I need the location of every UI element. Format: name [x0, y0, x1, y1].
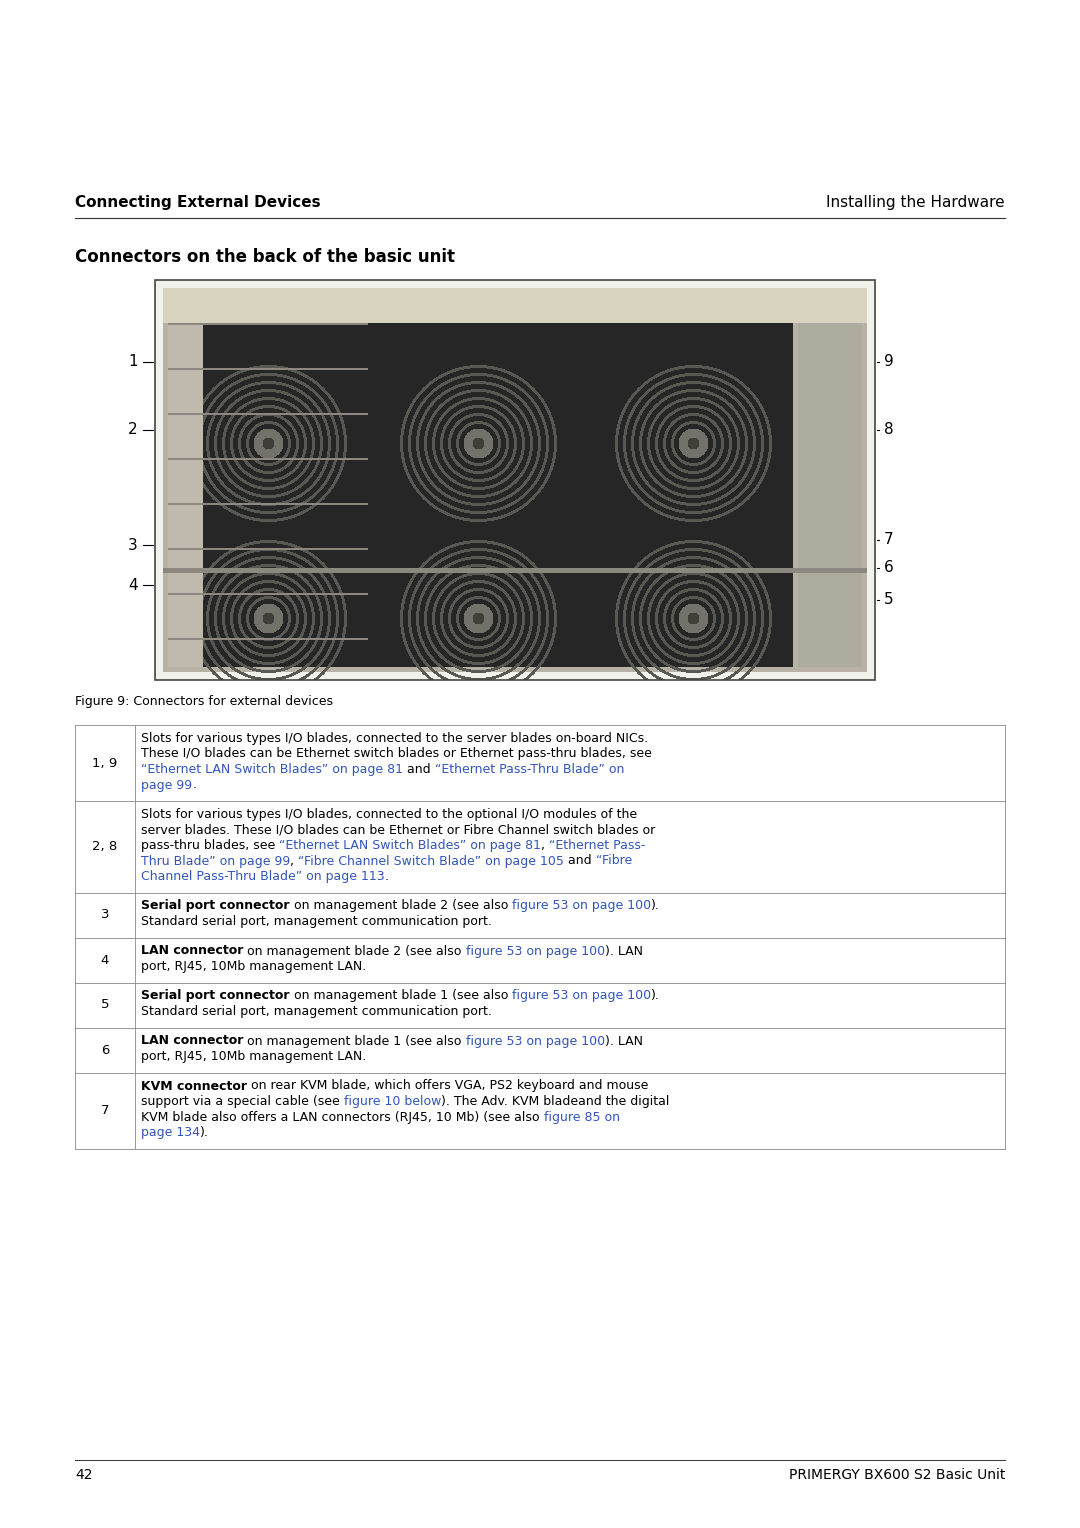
- Text: figure 53 on page 100: figure 53 on page 100: [465, 1034, 605, 1048]
- Text: figure 53 on page 100: figure 53 on page 100: [465, 944, 605, 958]
- Text: ). LAN: ). LAN: [605, 944, 643, 958]
- Text: port, RJ45, 10Mb management LAN.: port, RJ45, 10Mb management LAN.: [141, 960, 366, 973]
- Text: Installing the Hardware: Installing the Hardware: [826, 196, 1005, 209]
- Text: 4: 4: [129, 578, 138, 593]
- Text: server blades. These I/O blades can be Ethernet or Fibre Channel switch blades o: server blades. These I/O blades can be E…: [141, 824, 656, 836]
- Text: Connectors on the back of the basic unit: Connectors on the back of the basic unit: [75, 248, 455, 266]
- Text: “Ethernet LAN Switch Blades” on page 81: “Ethernet LAN Switch Blades” on page 81: [280, 839, 541, 853]
- Text: 4: 4: [100, 953, 109, 967]
- Text: “Ethernet Pass-Thru Blade” on: “Ethernet Pass-Thru Blade” on: [434, 762, 624, 776]
- Text: pass-thru blades, see: pass-thru blades, see: [141, 839, 280, 853]
- Text: 8: 8: [885, 423, 894, 437]
- Text: ,: ,: [291, 854, 298, 868]
- Text: port, RJ45, 10Mb management LAN.: port, RJ45, 10Mb management LAN.: [141, 1050, 366, 1063]
- Text: and: and: [403, 762, 434, 776]
- Text: figure 53 on page 100: figure 53 on page 100: [512, 900, 651, 912]
- Text: 6: 6: [885, 561, 894, 576]
- Text: on management blade 1 (see also: on management blade 1 (see also: [243, 1034, 465, 1048]
- Text: and: and: [564, 854, 596, 868]
- Text: 1: 1: [129, 354, 138, 370]
- Text: Thru Blade” on page 99: Thru Blade” on page 99: [141, 854, 291, 868]
- Text: 1, 9: 1, 9: [93, 756, 118, 770]
- Text: figure 85 on: figure 85 on: [543, 1111, 620, 1123]
- Text: ,: ,: [541, 839, 550, 853]
- Text: page 134: page 134: [141, 1126, 200, 1138]
- Text: “Fibre Channel Switch Blade” on page 105: “Fibre Channel Switch Blade” on page 105: [298, 854, 564, 868]
- Text: .: .: [384, 869, 389, 883]
- Text: support via a special cable (see: support via a special cable (see: [141, 1096, 343, 1108]
- Text: Slots for various types I/O blades, connected to the server blades on-board NICs: Slots for various types I/O blades, conn…: [141, 732, 648, 746]
- Text: Channel Pass-Thru Blade” on page 113: Channel Pass-Thru Blade” on page 113: [141, 869, 384, 883]
- Text: 2: 2: [129, 423, 138, 437]
- Text: .: .: [192, 778, 197, 792]
- Text: 5: 5: [885, 593, 894, 608]
- Text: on management blade 2 (see also: on management blade 2 (see also: [243, 944, 465, 958]
- Text: on rear KVM blade, which offers VGA, PS2 keyboard and mouse: on rear KVM blade, which offers VGA, PS2…: [247, 1079, 648, 1093]
- Text: 6: 6: [100, 1044, 109, 1056]
- Text: 42: 42: [75, 1468, 93, 1482]
- Text: Standard serial port, management communication port.: Standard serial port, management communi…: [141, 915, 491, 927]
- Text: figure 10 below: figure 10 below: [343, 1096, 441, 1108]
- Text: Standard serial port, management communication port.: Standard serial port, management communi…: [141, 1005, 491, 1018]
- Text: ).: ).: [200, 1126, 208, 1138]
- Text: These I/O blades can be Ethernet switch blades or Ethernet pass-thru blades, see: These I/O blades can be Ethernet switch …: [141, 747, 652, 761]
- Text: 7: 7: [100, 1105, 109, 1117]
- Text: Connecting External Devices: Connecting External Devices: [75, 196, 321, 209]
- Text: Serial port connector: Serial port connector: [141, 900, 289, 912]
- Text: ).: ).: [651, 900, 660, 912]
- Text: ). The Adv. KVM bladeand the digital: ). The Adv. KVM bladeand the digital: [441, 1096, 670, 1108]
- Text: on management blade 2 (see also: on management blade 2 (see also: [289, 900, 512, 912]
- Text: 3: 3: [100, 909, 109, 921]
- Text: LAN connector: LAN connector: [141, 1034, 243, 1048]
- Text: PRIMERGY BX600 S2 Basic Unit: PRIMERGY BX600 S2 Basic Unit: [788, 1468, 1005, 1482]
- Text: 2, 8: 2, 8: [93, 840, 118, 853]
- Text: “Ethernet LAN Switch Blades” on page 81: “Ethernet LAN Switch Blades” on page 81: [141, 762, 403, 776]
- Text: 3: 3: [129, 538, 138, 553]
- Text: ). LAN: ). LAN: [605, 1034, 643, 1048]
- Text: 5: 5: [100, 998, 109, 1012]
- Text: “Fibre: “Fibre: [596, 854, 632, 868]
- Text: on management blade 1 (see also: on management blade 1 (see also: [289, 990, 512, 1002]
- Text: KVM connector: KVM connector: [141, 1079, 247, 1093]
- Text: Serial port connector: Serial port connector: [141, 990, 289, 1002]
- Text: 7: 7: [885, 532, 894, 547]
- Text: figure 53 on page 100: figure 53 on page 100: [512, 990, 651, 1002]
- Text: KVM blade also offers a LAN connectors (RJ45, 10 Mb) (see also: KVM blade also offers a LAN connectors (…: [141, 1111, 543, 1123]
- Text: “Ethernet Pass-: “Ethernet Pass-: [550, 839, 646, 853]
- Text: 9: 9: [885, 354, 894, 370]
- Bar: [156, 280, 875, 680]
- Text: ).: ).: [651, 990, 660, 1002]
- Text: page 99: page 99: [141, 778, 192, 792]
- Text: Figure 9: Connectors for external devices: Figure 9: Connectors for external device…: [75, 695, 333, 707]
- Text: LAN connector: LAN connector: [141, 944, 243, 958]
- Text: Slots for various types I/O blades, connected to the optional I/O modules of the: Slots for various types I/O blades, conn…: [141, 808, 637, 821]
